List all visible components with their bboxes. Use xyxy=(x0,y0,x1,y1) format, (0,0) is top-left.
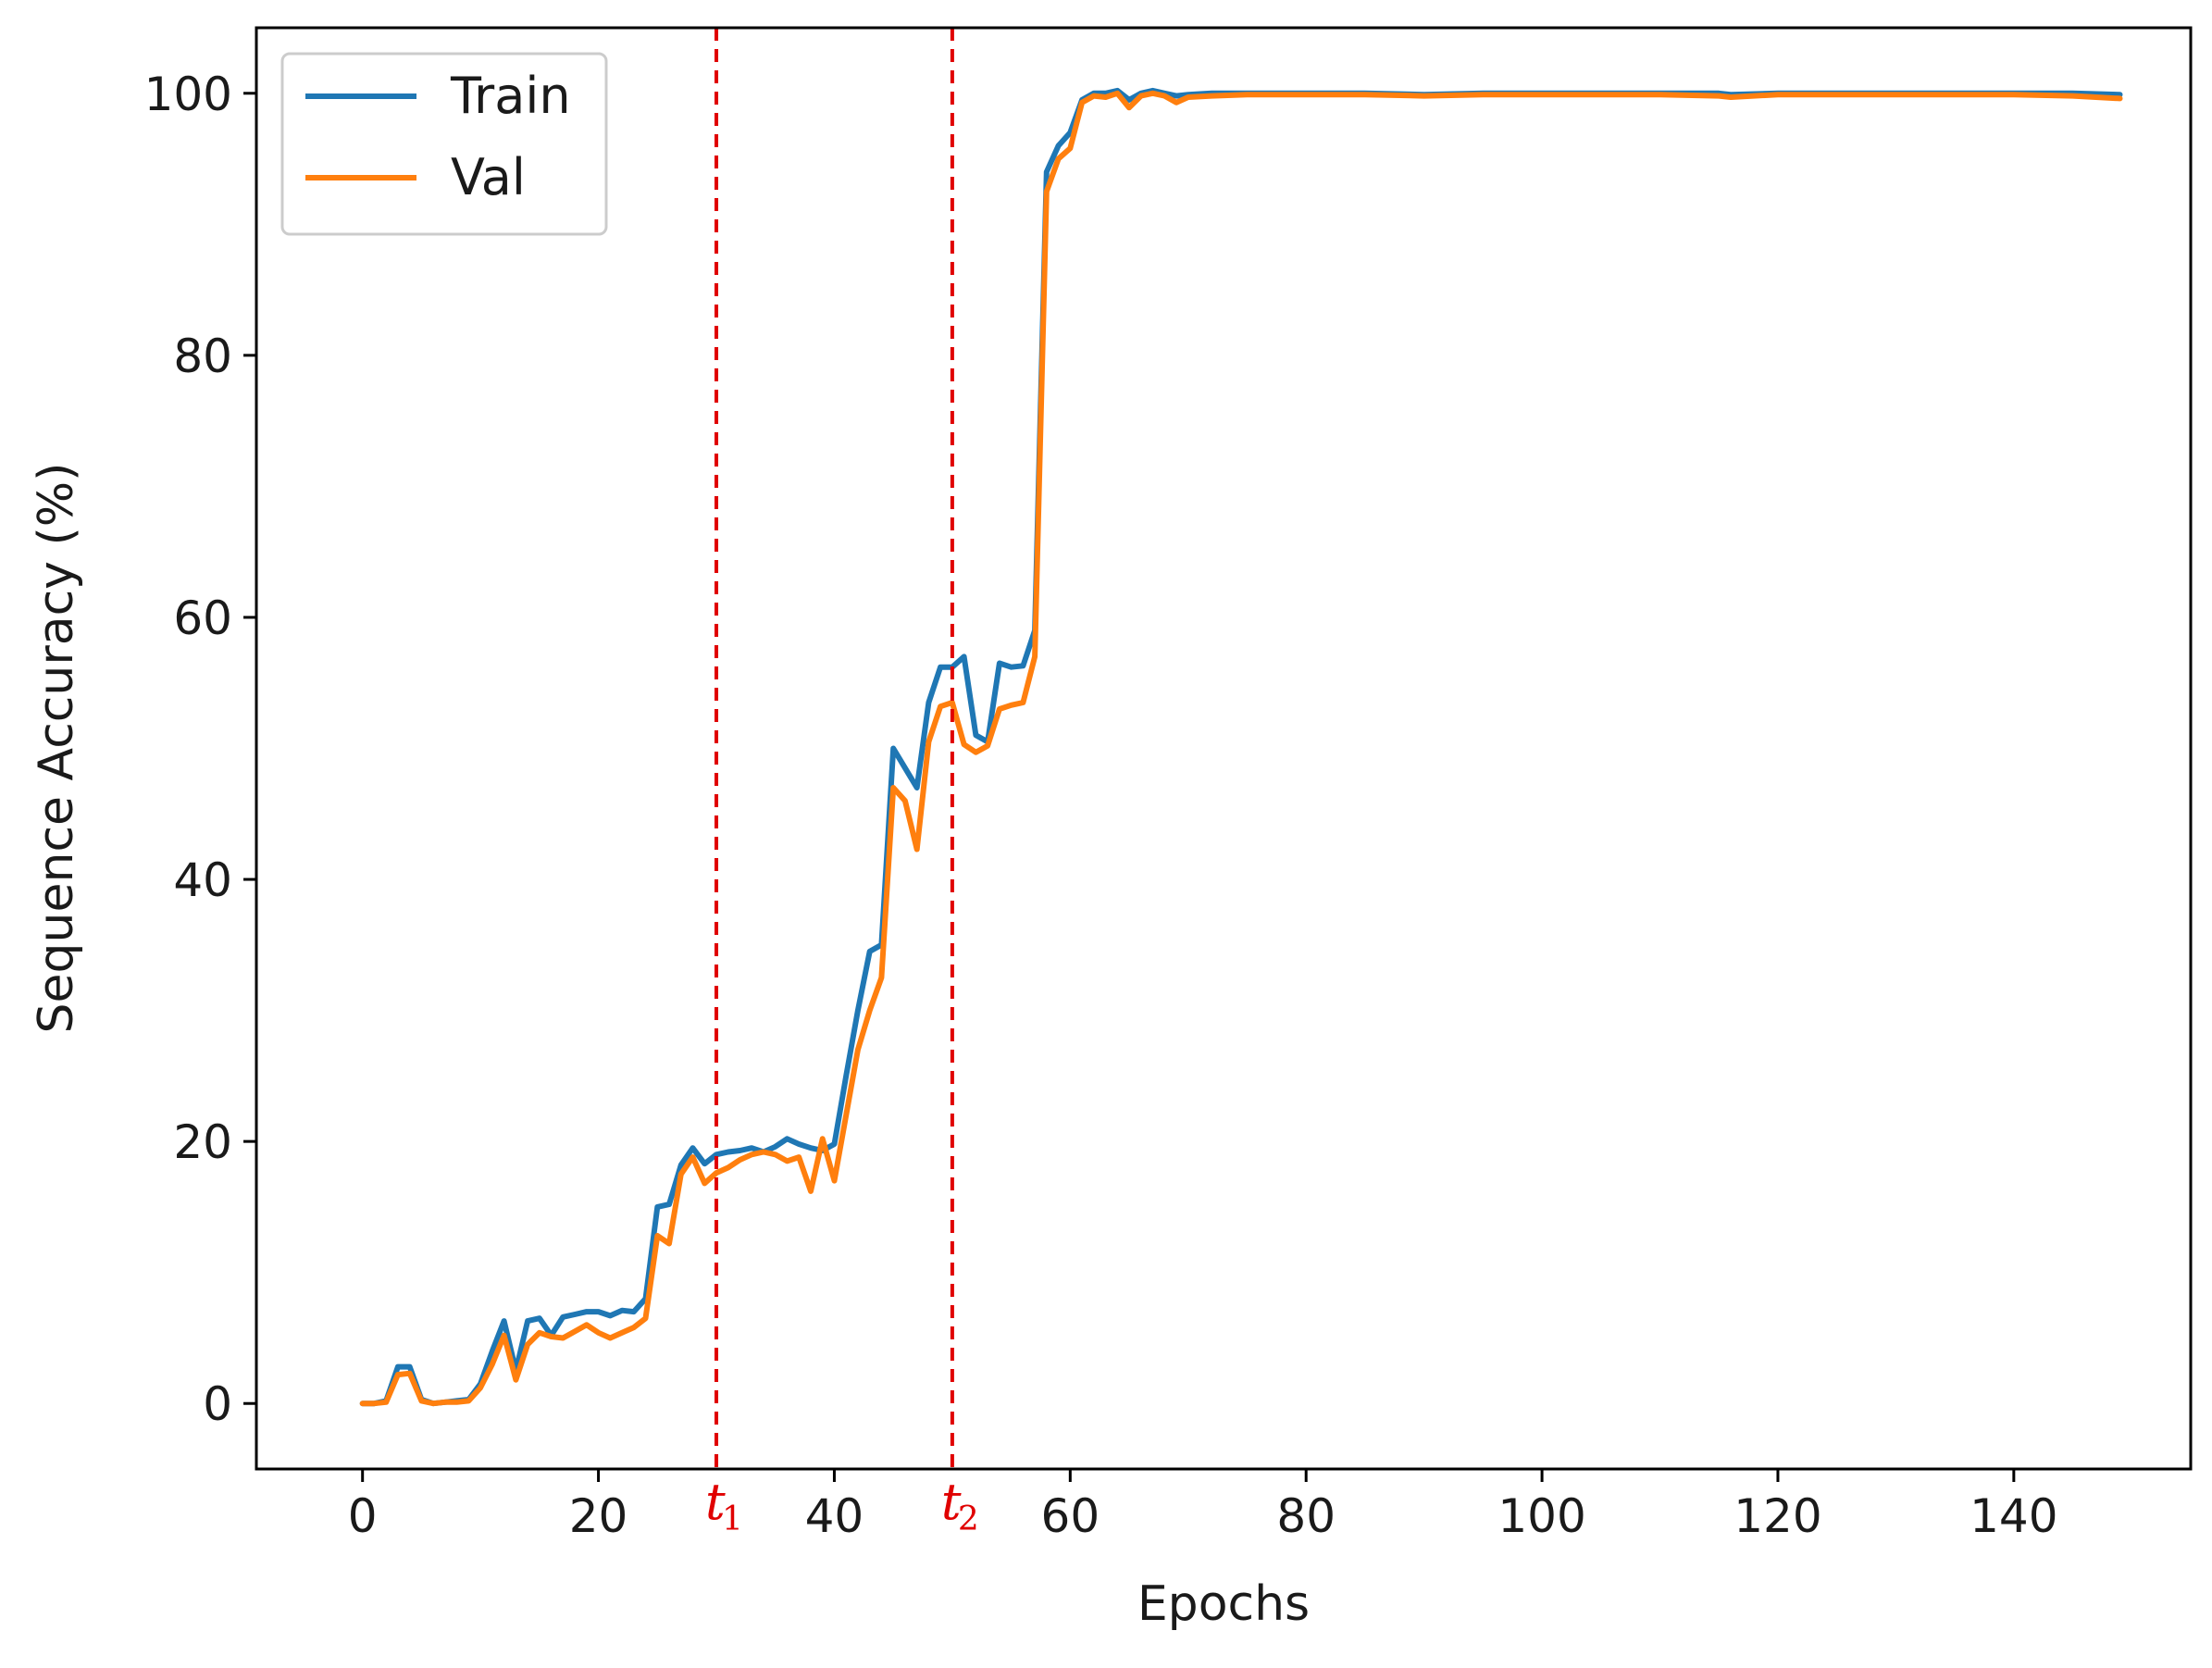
legend-label-train: Train xyxy=(450,67,571,125)
x-tick-label: 140 xyxy=(1970,1489,2057,1543)
vline-label-t2: t xyxy=(941,1473,962,1531)
x-tick-label: 120 xyxy=(1734,1489,1821,1543)
x-axis-ticks: 0 20 40 60 80 100 120 140 xyxy=(348,1469,2058,1543)
x-tick-label: 80 xyxy=(1276,1489,1336,1543)
legend-label-val: Val xyxy=(451,148,526,206)
annotation-labels: t1 t2 xyxy=(705,1473,979,1538)
x-axis-label: Epochs xyxy=(1137,1576,1310,1632)
vline-label-subscript-2: 2 xyxy=(958,1500,979,1538)
x-tick-label: 20 xyxy=(569,1489,628,1543)
plot-frame xyxy=(255,26,2193,1471)
y-tick-label: 0 xyxy=(203,1377,232,1431)
vline-label-t1: t xyxy=(705,1473,726,1531)
y-tick-label: 100 xyxy=(144,68,232,121)
plot-background xyxy=(256,28,2191,1469)
x-tick-label: 40 xyxy=(805,1489,864,1543)
y-tick-label: 60 xyxy=(173,591,232,645)
y-axis-ticks: 0 20 40 60 80 100 xyxy=(144,68,256,1431)
legend: Train Val xyxy=(280,52,608,236)
x-tick-label: 0 xyxy=(348,1489,378,1543)
y-tick-label: 40 xyxy=(173,853,232,907)
series-layer xyxy=(359,87,2123,1407)
x-tick-label: 60 xyxy=(1041,1489,1100,1543)
series-line-val xyxy=(359,90,2123,1407)
annotation-layer xyxy=(715,28,954,1469)
y-axis-label: Sequence Accuracy (%) xyxy=(29,463,84,1034)
x-tick-label: 100 xyxy=(1497,1489,1585,1543)
y-tick-label: 20 xyxy=(173,1115,232,1169)
vline-label-subscript-1: 1 xyxy=(722,1500,743,1538)
y-tick-label: 80 xyxy=(173,330,232,383)
